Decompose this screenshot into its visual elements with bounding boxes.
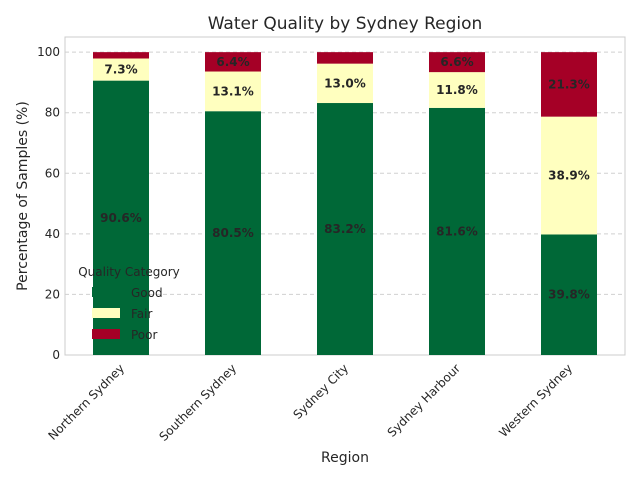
legend-label-poor: Poor <box>131 328 157 342</box>
legend: Quality Category Good Fair Poor <box>78 265 180 342</box>
y-tick-label: 60 <box>45 166 60 180</box>
legend-swatch-good <box>92 287 120 297</box>
y-tick-labels: 0 20 40 60 80 100 <box>37 45 60 362</box>
data-label: 6.4% <box>216 55 249 69</box>
y-axis-label: Percentage of Samples (%) <box>15 101 31 291</box>
bar-segment-poor <box>317 52 373 64</box>
legend-title: Quality Category <box>78 265 180 279</box>
y-tick-label: 20 <box>45 287 60 301</box>
data-label: 80.5% <box>212 226 254 240</box>
bar-segment-fair <box>429 72 485 108</box>
data-label: 13.1% <box>212 84 254 98</box>
bar-segment-good <box>205 111 261 355</box>
bar-segment-fair <box>93 58 149 81</box>
bar-labels: 90.6% 7.3% 80.5% 13.1% 6.4% 83.2% 13.0% 81.6% 11… <box>100 55 590 302</box>
data-label: 83.2% <box>324 222 366 236</box>
bar-segment-fair <box>205 71 261 112</box>
data-label: 21.3% <box>548 77 590 91</box>
x-tick-labels: Northern Sydney Southern Sydney Sydney Cit… <box>45 361 575 444</box>
data-label: 13.0% <box>324 76 366 90</box>
x-tick-label: Western Sydney <box>496 361 575 440</box>
bar-segment-poor <box>93 52 149 59</box>
bar-segment-fair <box>541 116 597 235</box>
y-tick-label: 80 <box>45 106 60 120</box>
data-label: 38.9% <box>548 169 590 183</box>
legend-label-fair: Fair <box>131 307 152 321</box>
x-tick-label: Sydney City <box>290 361 351 422</box>
y-tick-label: 40 <box>45 227 60 241</box>
x-tick-label: Northern Sydney <box>45 361 127 443</box>
x-tick-label: Sydney Harbour <box>385 361 464 440</box>
bar-segment-good <box>317 103 373 355</box>
data-label: 39.8% <box>548 288 590 302</box>
data-label: 7.3% <box>104 63 137 77</box>
data-label: 11.8% <box>436 83 478 97</box>
bar-segment-good <box>429 107 485 356</box>
legend-swatch-fair <box>92 308 120 318</box>
legend-label-good: Good <box>131 286 163 300</box>
chart-title: Water Quality by Sydney Region <box>208 14 483 34</box>
bar-segment-good <box>541 234 597 355</box>
bar-segment-fair <box>317 63 373 104</box>
x-axis-label: Region <box>321 450 369 466</box>
bar-segment-poor <box>541 52 597 117</box>
y-tick-label: 0 <box>52 348 60 362</box>
data-label: 6.6% <box>440 55 473 69</box>
legend-swatch-poor <box>92 329 120 339</box>
x-tick-label: Southern Sydney <box>157 361 240 444</box>
data-label: 81.6% <box>436 224 478 238</box>
bars <box>93 52 597 356</box>
bar-segment-poor <box>429 52 485 73</box>
y-tick-label: 100 <box>37 45 60 59</box>
bar-segment-poor <box>205 52 261 72</box>
data-label: 90.6% <box>100 211 142 225</box>
